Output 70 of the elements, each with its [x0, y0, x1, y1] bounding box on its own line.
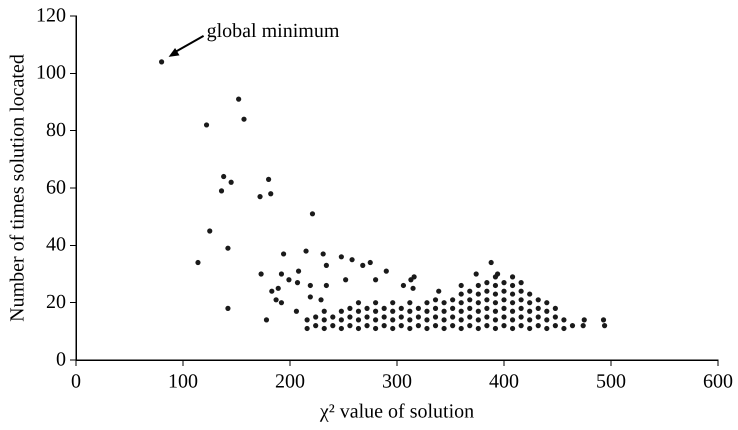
point	[436, 288, 442, 294]
point	[318, 297, 324, 302]
point	[257, 194, 263, 200]
x-tick-label: 300	[382, 370, 412, 392]
point	[278, 300, 284, 306]
point	[221, 174, 226, 180]
y-tick-label: 20	[46, 290, 66, 313]
point	[225, 306, 231, 311]
point	[494, 271, 500, 277]
point	[269, 288, 274, 294]
point	[410, 286, 416, 291]
point	[294, 308, 300, 314]
point	[602, 323, 608, 328]
point	[280, 251, 286, 257]
x-tick-label: 600	[703, 370, 733, 392]
point	[324, 282, 329, 288]
point	[218, 188, 224, 194]
point	[458, 282, 464, 288]
point	[373, 277, 378, 282]
point	[338, 254, 344, 260]
y-tick-label: 60	[46, 176, 66, 198]
point	[195, 260, 201, 266]
point	[580, 323, 586, 328]
point	[258, 271, 264, 277]
point	[204, 122, 210, 128]
point	[360, 262, 366, 268]
point	[474, 271, 479, 277]
y-tick-label: 100	[36, 62, 66, 84]
x-tick-label: 500	[596, 370, 626, 392]
y-tick-label: 80	[46, 118, 66, 141]
point	[278, 271, 284, 277]
point	[286, 277, 292, 282]
point	[400, 282, 406, 288]
point	[324, 262, 329, 268]
point	[159, 59, 164, 64]
point	[276, 286, 281, 291]
point	[266, 176, 272, 182]
point	[349, 257, 355, 262]
point	[207, 228, 212, 234]
point	[303, 248, 309, 254]
point	[408, 277, 414, 282]
y-axis-title: Number of times solution located	[6, 54, 28, 322]
x-tick-label: 100	[168, 370, 198, 392]
point	[273, 297, 279, 302]
x-axis-title: χ² value of solution	[318, 400, 474, 422]
point	[600, 317, 606, 322]
point	[264, 317, 270, 322]
point	[384, 268, 389, 274]
x-tick-label: 400	[489, 370, 519, 392]
point	[241, 116, 247, 122]
annotation: global minimum	[206, 20, 340, 42]
point	[310, 211, 316, 216]
point	[488, 260, 494, 266]
point	[225, 246, 231, 251]
point	[368, 260, 373, 266]
y-tick-label: 120	[36, 4, 66, 26]
y-tick-label: 40	[46, 234, 66, 256]
point	[320, 251, 326, 257]
point	[268, 191, 274, 196]
x-tick-label: 0	[71, 370, 81, 392]
y-tick-label: 0	[56, 348, 66, 370]
point	[296, 268, 302, 274]
point	[228, 180, 234, 185]
x-tick-label: 200	[275, 370, 305, 392]
point	[308, 282, 313, 288]
point	[236, 96, 242, 102]
point	[343, 277, 348, 282]
point	[294, 280, 300, 286]
point	[308, 294, 313, 300]
point	[582, 317, 587, 322]
